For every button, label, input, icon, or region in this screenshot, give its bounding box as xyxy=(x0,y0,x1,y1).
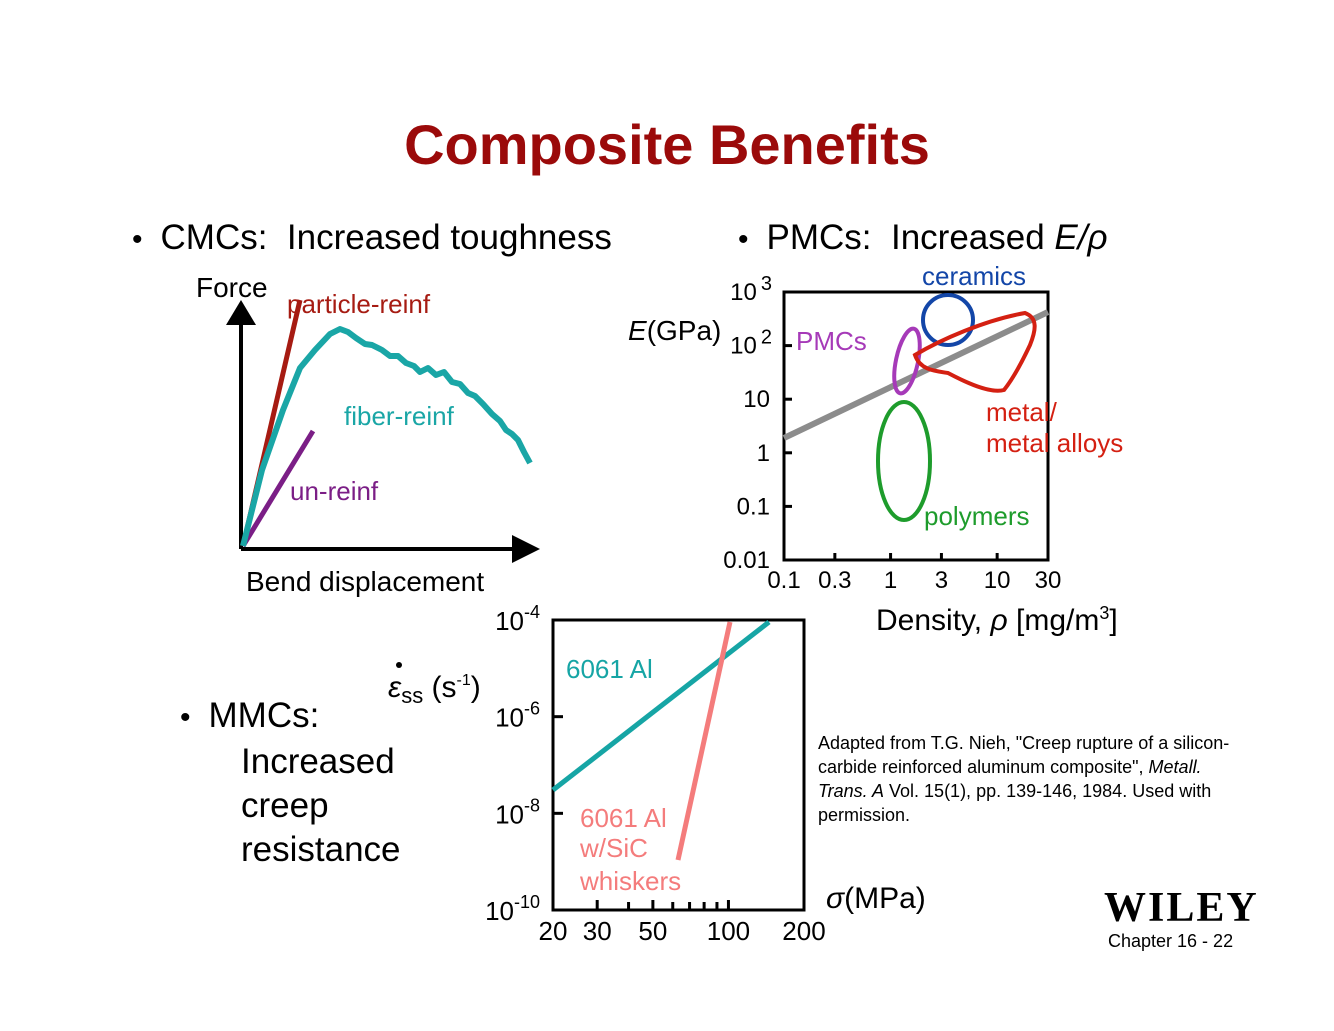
mmc-line-3: resistance xyxy=(241,830,401,869)
citation-text-b: Vol. 15(1), pp. 139-146, 1984. Used with… xyxy=(818,781,1212,825)
un-reinf-curve xyxy=(240,429,316,548)
pmc-x-axis-label: Density, ρ [mg/m3] xyxy=(876,603,1118,637)
bullet-dot: • xyxy=(738,223,749,256)
mmc-y-axis-label: εss (s-1) xyxy=(388,662,481,708)
pmc-y-tick-label: 10 2 xyxy=(730,327,772,360)
pmcs-label: PMCs xyxy=(796,326,867,356)
fiber-reinf-label: fiber-reinf xyxy=(344,401,455,431)
metal-alloys-label: metal alloys xyxy=(986,428,1123,458)
mmc-y-ticks: 10-4 10-6 10-8 10-10 xyxy=(485,602,563,926)
svg-text:εss (s-1): εss (s-1) xyxy=(388,671,481,708)
metal-label: metal/ xyxy=(986,397,1058,427)
mmc-x-tick-label: 200 xyxy=(782,916,825,946)
mmc-y-tick-label: 10-10 xyxy=(485,892,540,926)
6061-al-line xyxy=(551,620,771,792)
pmc-bullet-text: Increased xyxy=(890,218,1045,257)
slide-number: Chapter 16 - 22 xyxy=(1108,931,1234,951)
ceramics-label: ceramics xyxy=(922,261,1026,291)
pmc-x-tick-label: 0.1 xyxy=(767,567,800,594)
pmc-x-tick-label: 10 xyxy=(984,567,1011,594)
pmc-bullet: • PMCs: Increased E/ρ xyxy=(738,218,1108,258)
bullet-dot: • xyxy=(132,223,143,256)
slide-title: Composite Benefits xyxy=(404,113,930,176)
6061-al-sic-line xyxy=(675,621,733,861)
mmc-plot-frame xyxy=(551,618,806,912)
citation: Adapted from T.G. Nieh, "Creep rupture o… xyxy=(818,731,1238,827)
mmc-bullet-prefix: MMCs: xyxy=(208,696,320,735)
pmc-y-tick-label: 10 xyxy=(743,386,770,413)
mmc-x-tick-label: 100 xyxy=(707,916,750,946)
mmc-line-2: creep xyxy=(241,786,329,825)
force-axis-label: Force xyxy=(196,272,268,303)
pmc-x-tick-label: 30 xyxy=(1035,567,1062,594)
bullet-dot: • xyxy=(180,701,191,734)
pmc-x-tick-label: 0.3 xyxy=(818,567,851,594)
metal-alloys-region xyxy=(912,310,1037,393)
pmc-x-tick-label: 1 xyxy=(884,567,897,594)
mmc-x-tick-label: 20 xyxy=(539,916,568,946)
force-axis-arrowhead xyxy=(226,300,256,325)
citation-journal: Metall. Trans. A xyxy=(818,757,1202,801)
pmc-plot-frame xyxy=(782,290,1050,562)
mmc-line-1: Increased xyxy=(241,742,395,781)
pmc-x-tick-label: 3 xyxy=(935,567,948,594)
mmc-y-tick-label: 10-6 xyxy=(495,699,540,733)
mmc-bullet: • MMCs: Increased creep resistance xyxy=(180,694,401,872)
pmc-x-ticks: 0.1 0.3 1 3 10 30 xyxy=(767,553,1061,594)
cmc-bullet-text: Increased toughness xyxy=(286,218,612,257)
un-reinf-label: un-reinf xyxy=(290,476,379,506)
pmc-y-tick-label: 1 xyxy=(757,440,770,467)
displacement-axis-label: Bend displacement xyxy=(246,566,484,597)
pmc-bullet-prefix: PMCs: xyxy=(766,218,872,257)
mmc-x-tick-label: 50 xyxy=(638,916,667,946)
displacement-axis-arrowhead xyxy=(512,535,540,563)
pmc-y-axis-label: E(GPa) xyxy=(628,315,721,346)
mmc-x-ticks: 20 30 50 100 200 xyxy=(539,900,826,946)
6061-al-sic-label-3: whiskers xyxy=(579,866,681,896)
mmc-y-tick-label: 10-8 xyxy=(495,795,540,829)
strain-rate-dot xyxy=(396,662,402,668)
citation-text-a: Adapted from T.G. Nieh, "Creep rupture o… xyxy=(818,733,1230,777)
6061-al-sic-label-1: 6061 Al xyxy=(580,803,667,833)
ceramics-region xyxy=(921,293,975,347)
pmc-bullet-symbol: E/ρ xyxy=(1054,218,1108,257)
pmc-y-tick-label: 10 3 xyxy=(730,273,772,306)
cmc-bullet-prefix: CMCs: xyxy=(160,218,268,257)
6061-al-sic-label-2: w/SiC xyxy=(579,833,648,863)
mmc-y-tick-label: 10-4 xyxy=(495,602,540,636)
polymers-label: polymers xyxy=(924,501,1029,531)
6061-al-label: 6061 Al xyxy=(566,654,653,684)
mmc-x-axis-label: σ(MPa) xyxy=(826,882,926,915)
mmc-x-tick-label: 30 xyxy=(583,916,612,946)
polymers-region xyxy=(876,400,932,522)
particle-reinf-label: particle-reinf xyxy=(287,289,431,319)
cmc-diagram: Force Bend displacement particle-reinf f… xyxy=(196,272,540,597)
cmc-bullet: • CMCs: Increased toughness xyxy=(132,218,612,258)
pmc-y-tick-label: 0.1 xyxy=(737,493,770,520)
wiley-logo: WILEY xyxy=(1104,885,1259,931)
fiber-reinf-curve xyxy=(240,326,533,547)
pmc-y-tick-label: 0.01 xyxy=(723,547,770,574)
mmc-chart: 20 30 50 100 200 10-4 10-6 10-8 10-10 6061 Al 6… xyxy=(388,602,926,946)
